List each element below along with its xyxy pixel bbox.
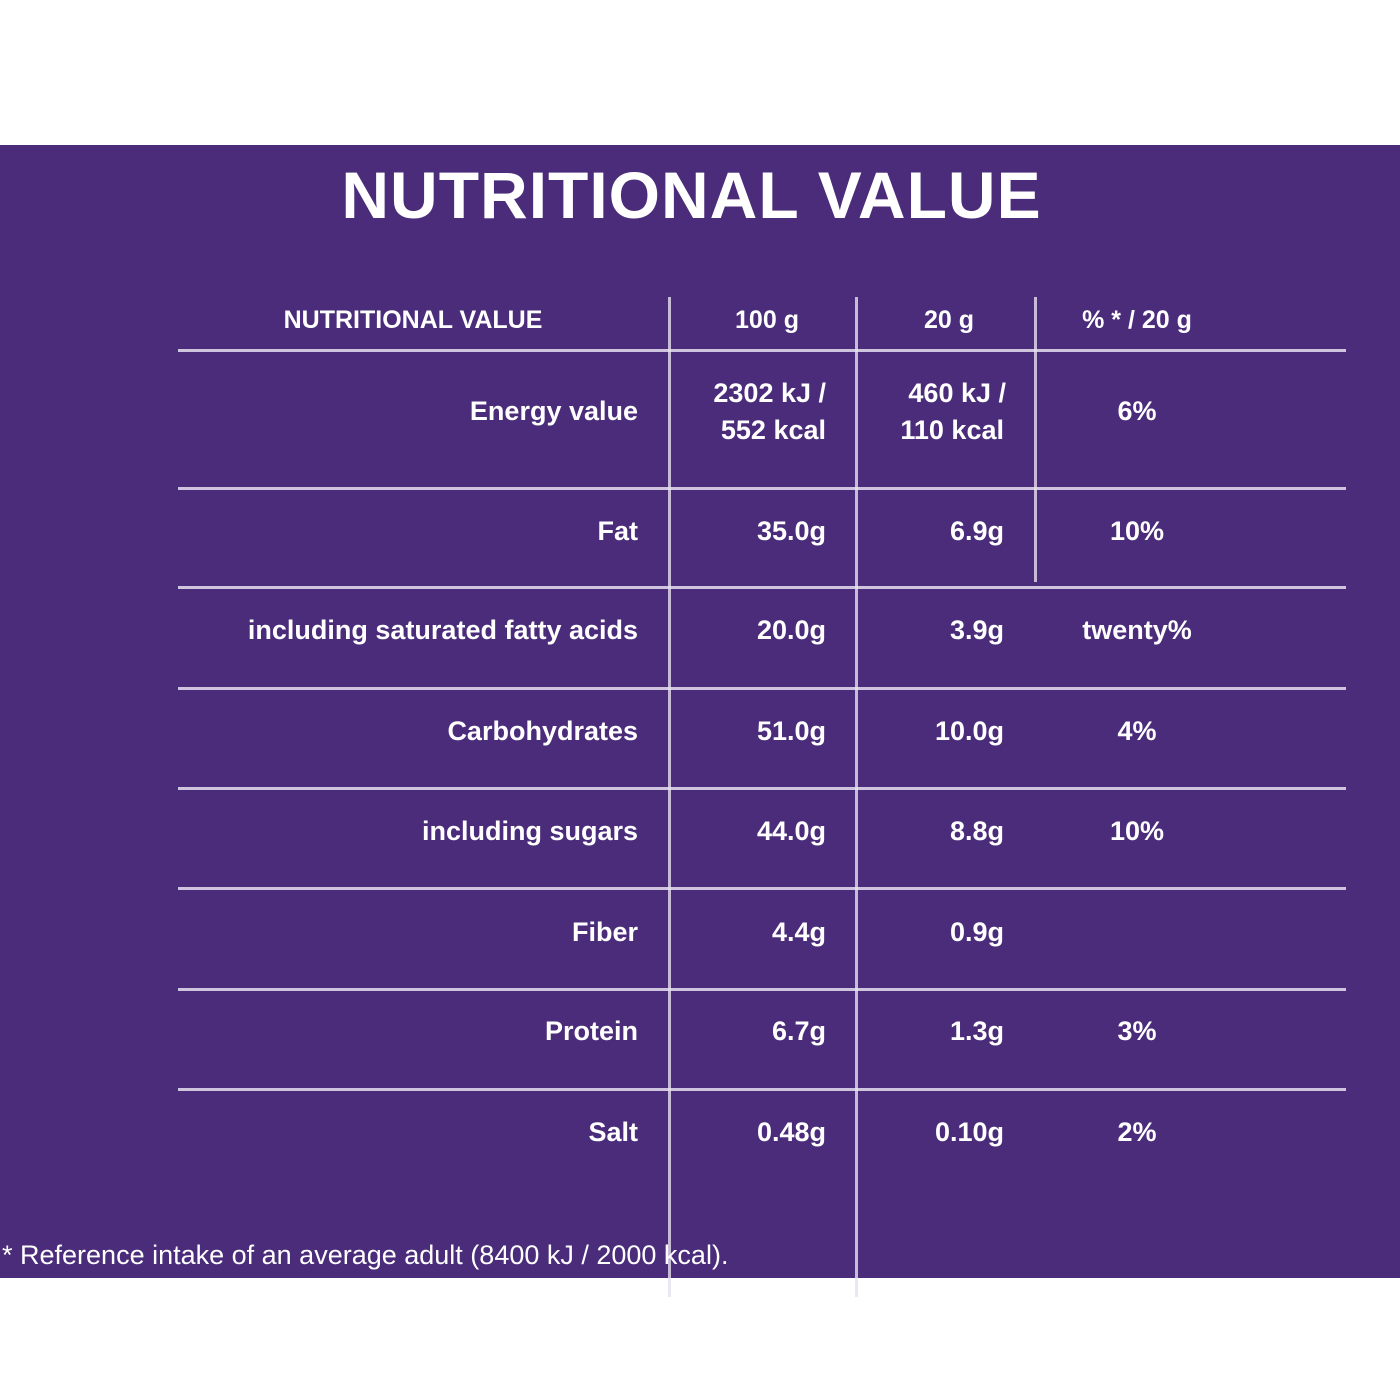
row-label-sugars: including sugars: [421, 816, 638, 846]
header-100g: 100 g: [735, 306, 799, 334]
fiber-100g: 4.4g: [771, 917, 826, 947]
column-divider: [668, 297, 671, 1297]
row-divider: [178, 787, 1346, 790]
fat-pct: 10%: [1109, 516, 1165, 546]
protein-20g: 1.3g: [949, 1016, 1004, 1046]
row-label-saturated: including saturated fatty acids: [247, 615, 638, 645]
sugars-pct: 10%: [1109, 816, 1165, 846]
row-divider: [178, 586, 1346, 589]
fat-20g: 6.9g: [949, 516, 1004, 546]
protein-100g: 6.7g: [771, 1016, 826, 1046]
row-label-fiber: Fiber: [571, 917, 638, 947]
saturated-20g: 3.9g: [949, 615, 1004, 645]
column-divider: [855, 297, 858, 1297]
header-20g: 20 g: [923, 306, 975, 334]
salt-pct: 2%: [1117, 1117, 1157, 1147]
energy-100g-kj: 2302 kJ /: [713, 378, 826, 408]
carbohydrates-100g: 51.0g: [756, 716, 826, 746]
carbohydrates-pct: 4%: [1117, 716, 1157, 746]
header-pct: % * / 20 g: [1082, 306, 1192, 334]
column-divider: [1034, 297, 1037, 582]
page-title: NUTRITIONAL VALUE: [341, 158, 1042, 232]
sugars-100g: 44.0g: [756, 816, 826, 846]
row-divider: [178, 1088, 1346, 1091]
energy-pct: 6%: [1117, 396, 1157, 426]
carbohydrates-20g: 10.0g: [934, 716, 1004, 746]
row-label-energy: Energy value: [469, 396, 638, 426]
header-label: NUTRITIONAL VALUE: [283, 306, 543, 334]
row-divider: [178, 988, 1346, 991]
salt-20g: 0.10g: [934, 1117, 1004, 1147]
row-divider: [178, 887, 1346, 890]
protein-pct: 3%: [1117, 1016, 1157, 1046]
energy-100g-kcal: 552 kcal: [720, 415, 826, 445]
energy-20g-kcal: 110 kcal: [900, 415, 1004, 445]
row-label-carbohydrates: Carbohydrates: [447, 716, 638, 746]
footnote: * Reference intake of an average adult (…: [2, 1240, 729, 1270]
sugars-20g: 8.8g: [949, 816, 1004, 846]
saturated-pct: twenty%: [1082, 615, 1192, 645]
row-label-salt: Salt: [588, 1117, 638, 1147]
salt-100g: 0.48g: [756, 1117, 826, 1147]
row-divider: [178, 487, 1346, 490]
fat-100g: 35.0g: [756, 516, 826, 546]
row-label-fat: Fat: [597, 516, 639, 546]
saturated-100g: 20.0g: [756, 615, 826, 645]
fiber-20g: 0.9g: [949, 917, 1004, 947]
nutrition-panel: NUTRITIONAL VALUE NUTRITIONAL VALUE 100 …: [0, 145, 1400, 1297]
row-divider: [178, 349, 1346, 352]
energy-20g-kj: 460 kJ /: [908, 378, 1006, 408]
row-label-protein: Protein: [544, 1016, 638, 1046]
row-divider: [178, 687, 1346, 690]
